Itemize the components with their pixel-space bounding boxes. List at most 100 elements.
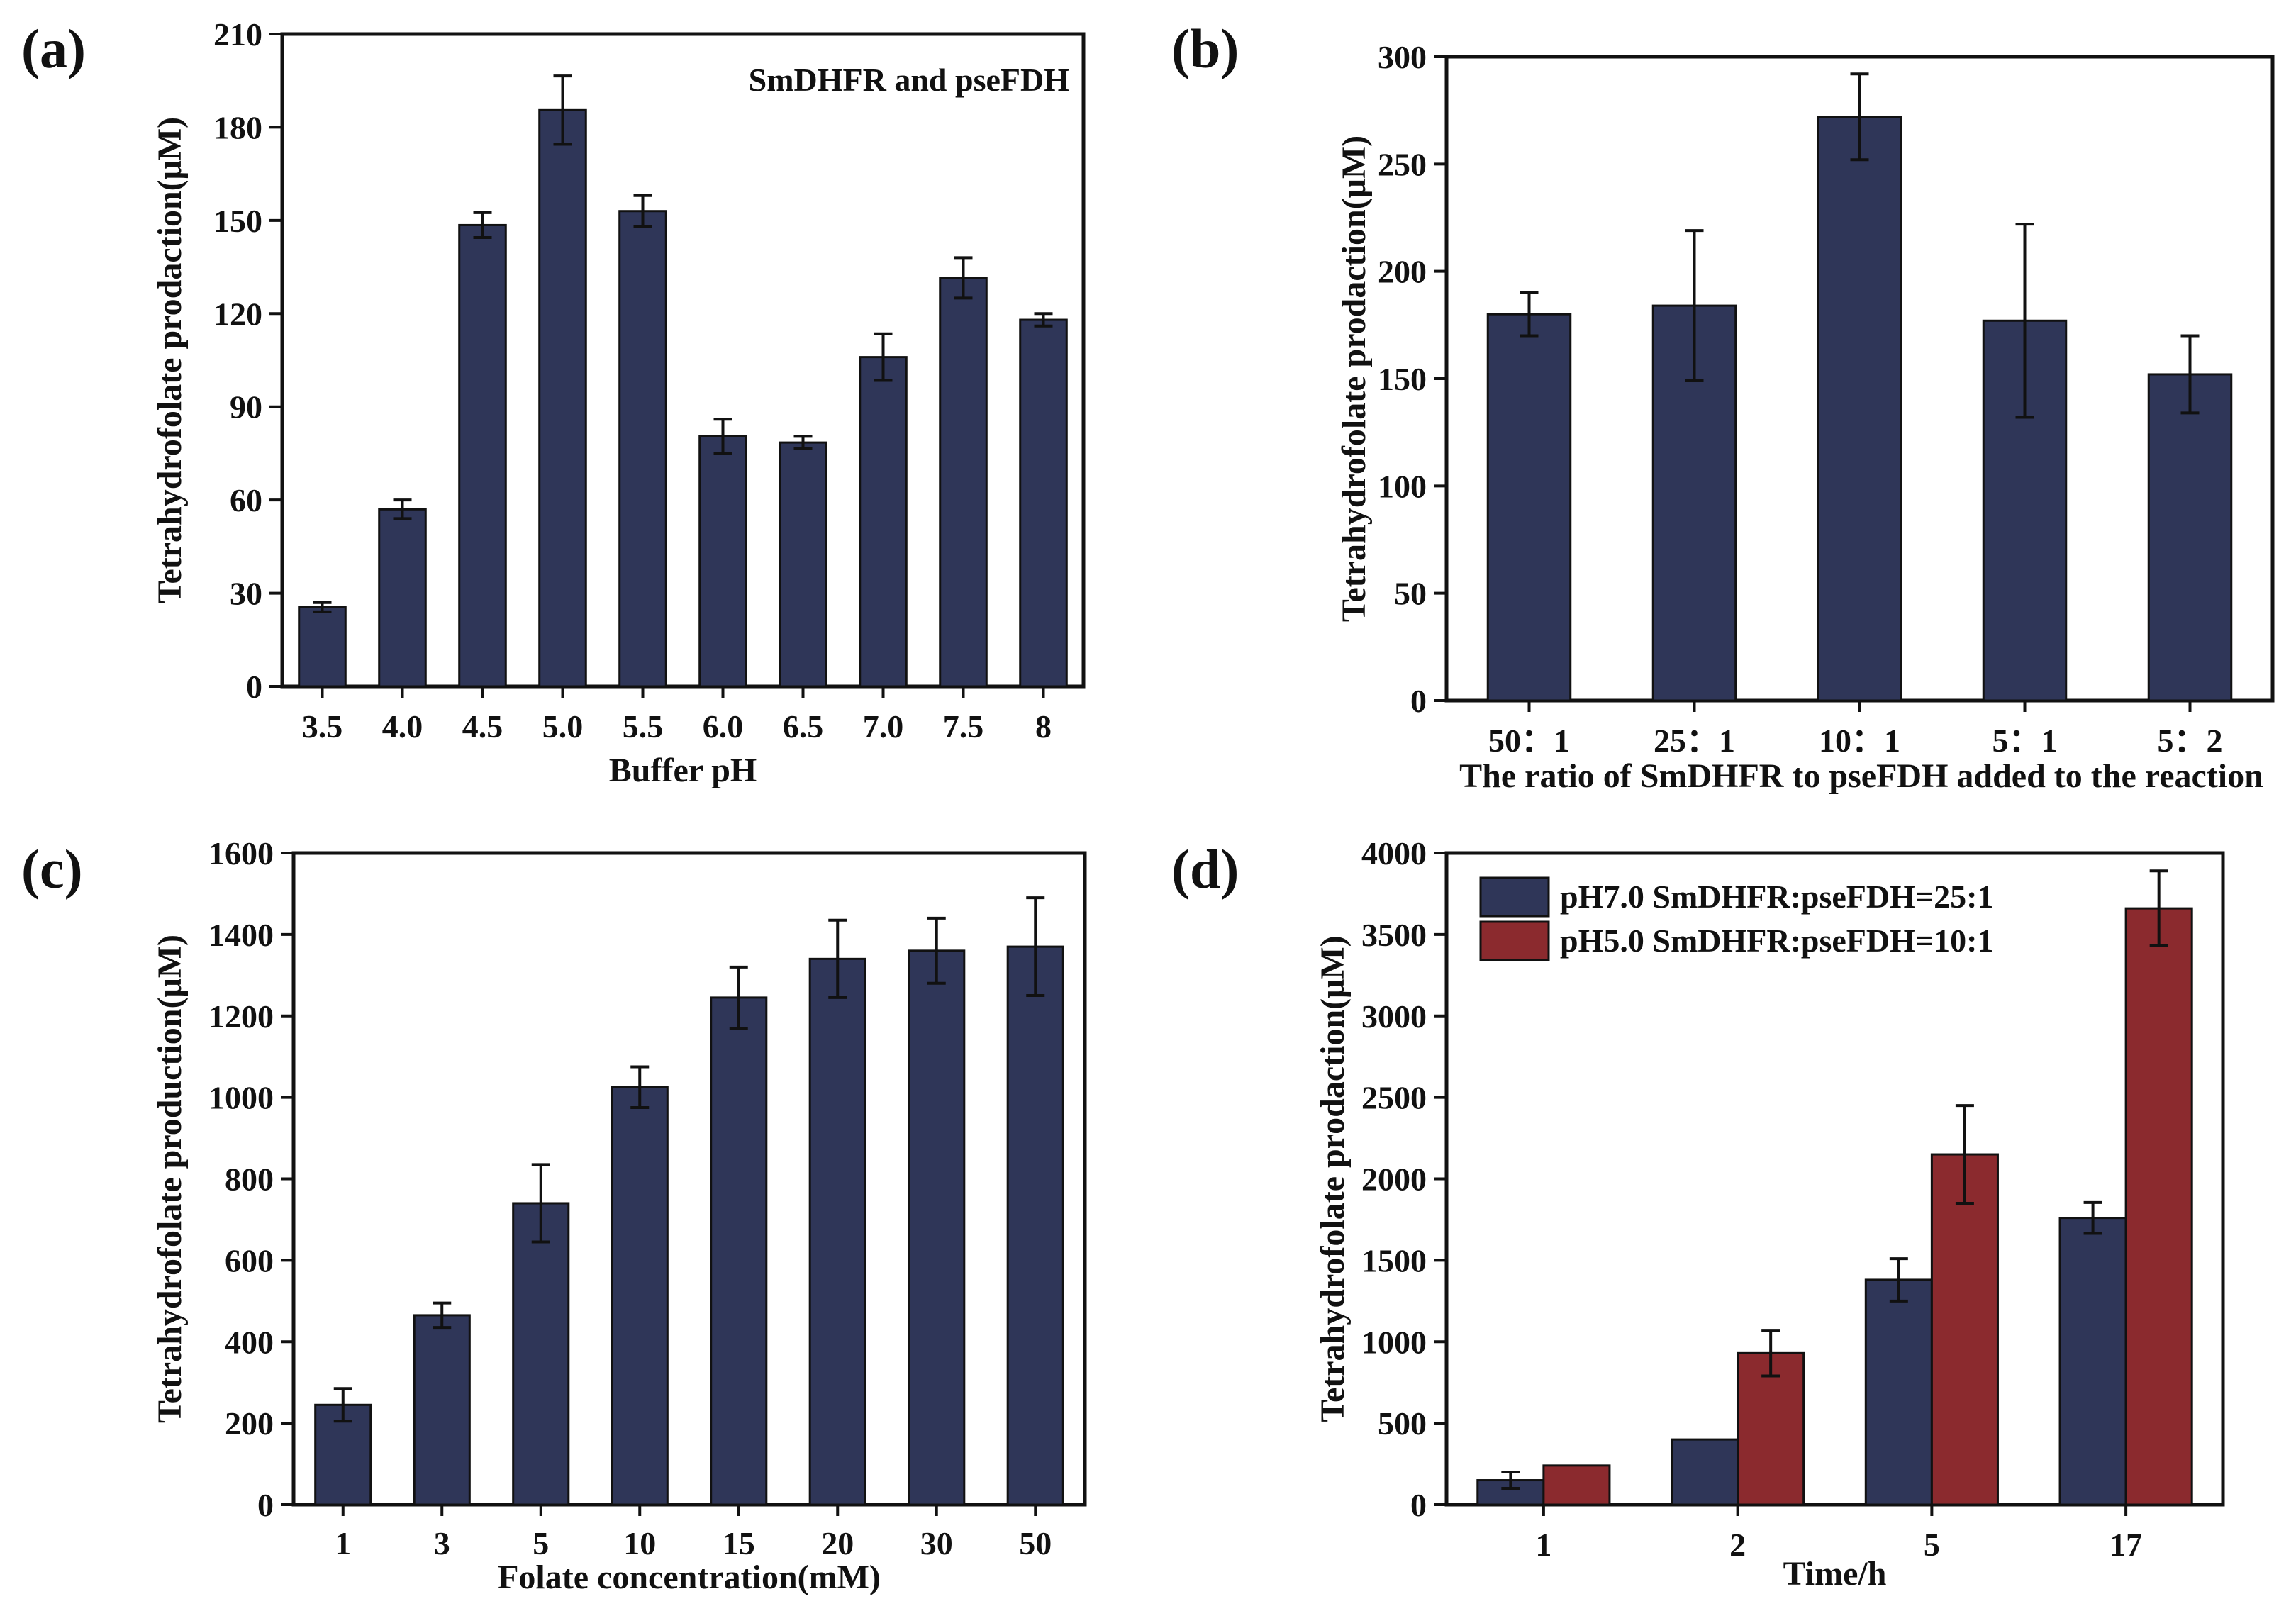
y-tick-label: 250 [1378,146,1427,182]
y-tick-label: 3500 [1361,917,1427,953]
bar-d-s0-2 [1864,1278,1933,1506]
bar-a-s0-2 [458,223,507,688]
bar-a-s0-3 [538,108,587,688]
y-tick-label: 30 [230,576,262,612]
x-axis-title: Buffer pH [609,752,757,789]
y-tick-label: 120 [213,296,262,332]
y-tick-label: 3000 [1361,998,1427,1035]
panel-a: (a) 0 30 60 90 120 150 180 210 3.5 4.0 4.5 5.0 5.5 6.0… [21,16,1086,789]
y-tick-label: 0 [1410,683,1427,719]
bar-a-s0-5 [698,435,747,688]
y-tick-label: 1500 [1361,1242,1427,1278]
y-tick-label: 1000 [1361,1324,1427,1360]
bar-a-s0-7 [859,356,908,688]
bar-d-s1-1 [1737,1351,1805,1506]
y-axis-title: Tetrahydrofolate prodaction(μM) [151,117,189,603]
panel-d: (d) 0 500 1000 1500 2000 2500 3000 3500 4000 1 2 5 17… [1171,835,2225,1593]
panel-label: (b) [1171,18,1239,79]
legend-swatch [1479,876,1550,918]
bar-c-s0-7 [1006,945,1064,1506]
panel-c: (c) 0 200 400 600 800 1000 1200 1400 1600 1 3 5 10 15 2… [21,835,1087,1596]
x-tick-label: 17 [2110,1527,2142,1563]
plot-frame [280,32,1086,689]
y-tick-label: 1600 [208,835,274,871]
y-tick-label: 600 [225,1242,274,1278]
x-tick-label: 1 [335,1525,351,1561]
x-tick-label: 5.5 [623,708,664,745]
x-axis-title: The ratio of SmDHFR to pseFDH added to t… [1459,757,2263,795]
panel-label: (a) [21,18,86,79]
bar-d-s1-3 [2124,907,2193,1506]
bar-c-s0-3 [611,1086,669,1506]
y-tick-label: 50 [1394,576,1427,612]
bar-c-s0-2 [512,1202,570,1506]
y-tick-label: 2000 [1361,1161,1427,1198]
y-tick-label: 1200 [208,998,274,1035]
bar-d-s0-3 [2058,1217,2127,1506]
bar-a-s0-6 [779,441,827,688]
x-tick-label: 15 [723,1525,755,1561]
y-tick-label: 0 [246,669,262,705]
x-tick-label: 5：2 [2158,723,2223,759]
bar-c-s0-1 [413,1314,471,1506]
y-tick-label: 2500 [1361,1080,1427,1116]
bar-d-s1-2 [1930,1153,1999,1506]
y-tick-label: 300 [1378,39,1427,75]
x-tick-label: 5.0 [542,708,584,745]
x-axis-title: Time/h [1783,1555,1887,1593]
y-tick-label: 60 [230,482,262,518]
y-tick-label: 100 [1378,468,1427,504]
legend-label: pH7.0 SmDHFR:pseFDH=25:1 [1560,879,1993,915]
y-tick-label: 0 [257,1487,274,1523]
x-tick-label: 6.0 [703,708,744,745]
bar-a-s0-9 [1019,318,1068,688]
y-tick-label: 90 [230,389,262,425]
y-tick-label: 4000 [1361,835,1427,871]
y-tick-label: 500 [1378,1405,1427,1442]
x-tick-label: 10 [623,1525,656,1561]
bar-a-s0-1 [378,508,427,688]
x-tick-label: 4.0 [382,708,423,745]
x-tick-label: 5 [1924,1527,1940,1563]
bar-c-s0-4 [710,996,768,1506]
bar-a-s0-4 [618,210,667,688]
bar-d-s1-0 [1542,1464,1611,1506]
legend-swatch [1479,920,1550,961]
y-tick-label: 180 [213,109,262,145]
chart-annotation: SmDHFR and pseFDH [749,62,1070,98]
x-axis-title: Folate concentration(mM) [498,1559,881,1596]
y-tick-label: 200 [225,1405,274,1442]
bar-b-s0-0 [1486,313,1572,702]
x-tick-label: 20 [821,1525,854,1561]
bar-a-s0-0 [298,606,347,688]
bar-c-s0-5 [808,957,866,1506]
x-tick-label: 6.5 [783,708,824,745]
x-tick-label: 7.5 [943,708,984,745]
x-tick-label: 2 [1729,1527,1746,1563]
y-tick-label: 200 [1378,254,1427,290]
bar-a-s0-8 [939,277,988,688]
legend-label: pH5.0 SmDHFR:pseFDH=10:1 [1560,922,1993,959]
x-tick-label: 3.5 [302,708,343,745]
x-tick-label: 3 [434,1525,450,1561]
y-axis-title: Tetrahydrofolate production(μM) [151,935,189,1423]
bar-b-s0-4 [2147,373,2233,702]
x-tick-label: 50 [1019,1525,1052,1561]
y-tick-label: 400 [225,1324,274,1360]
panel-label: (c) [21,838,83,900]
x-tick-label: 30 [920,1525,953,1561]
y-axis-title: Tetrahydrofolate prodaction(μM) [1335,135,1373,622]
y-tick-label: 0 [1410,1487,1427,1523]
x-tick-label: 8 [1035,708,1052,745]
y-tick-label: 150 [1378,361,1427,397]
bar-b-s0-2 [1817,116,1902,702]
panel-label: (d) [1171,838,1239,900]
x-tick-label: 10：1 [1819,723,1900,759]
y-tick-label: 1400 [208,917,274,953]
x-tick-label: 50：1 [1488,723,1570,759]
bar-d-s0-1 [1671,1438,1739,1506]
x-tick-label: 7.0 [863,708,904,745]
legend: pH7.0 SmDHFR:pseFDH=25:1 pH5.0 SmDHFR:pse… [1479,876,1993,961]
